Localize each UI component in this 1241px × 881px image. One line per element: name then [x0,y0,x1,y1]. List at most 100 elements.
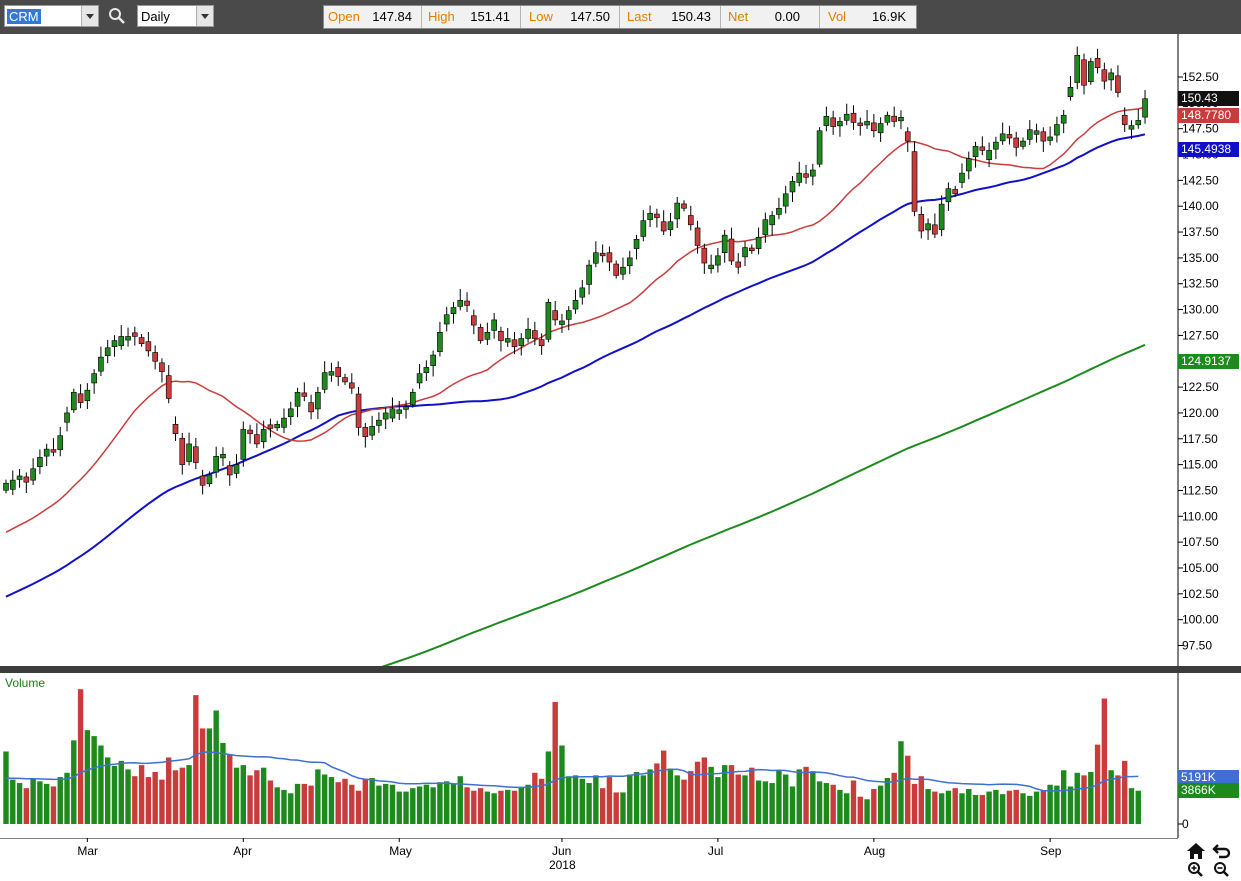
price-tick-label: 117.50 [1182,432,1218,446]
volume-bar [938,793,945,824]
candle-body [803,173,809,178]
candle-body [620,266,626,275]
volume-bar [552,701,558,824]
ma-20-line [5,106,1146,533]
volume-bar [701,757,708,824]
year-label: 2018 [549,858,576,872]
candle-body [925,223,931,231]
price-tick-label: 142.50 [1182,173,1219,187]
volume-bar [532,772,538,824]
volume-bar [579,778,585,824]
volume-bar [71,740,77,824]
candle-body [369,426,375,436]
interval-combo[interactable]: Daily [137,5,214,27]
candle-body [755,236,762,249]
symbol-value[interactable]: CRM [7,9,41,24]
candle-body [830,117,836,127]
candle-body [335,367,342,378]
candle-body [518,338,525,346]
volume-bar [830,784,836,824]
quote-low-value: 147.50 [570,9,610,24]
volume-bar [498,790,504,824]
volume-bar [796,769,802,824]
candle-body [674,202,681,220]
candle-body [993,141,999,150]
interval-value[interactable]: Daily [141,9,170,24]
date-tick-label: May [389,844,412,858]
candle-body [762,219,769,235]
search-icon[interactable] [108,7,126,25]
volume-bar [437,782,443,824]
volume-bar [423,784,430,824]
volume-bar [640,775,647,824]
quote-vol-label: Vol [828,9,847,24]
volume-bar [471,790,477,824]
candle-body [687,215,694,226]
price-tick-label: 97.50 [1182,639,1212,653]
volume-bar [769,783,775,824]
volume-bar [999,794,1006,824]
candle-body [37,457,43,467]
candle-body [857,122,864,126]
volume-bar [654,763,660,824]
quote-net-label: Net [728,9,749,24]
candle-body [572,299,579,310]
ma-fast-tag: 148.7780 [1178,108,1239,123]
volume-bar [1033,791,1040,824]
candle-body [457,299,464,307]
candle-body [816,130,823,165]
volume-bar [755,780,762,824]
zoom-out-icon[interactable] [1212,861,1232,879]
candle-body [104,347,111,357]
volume-ma-line [6,751,1139,792]
volume-bar [450,783,457,824]
candle-body [511,339,518,348]
volume-bar [694,761,701,824]
volume-bar [925,789,931,824]
undo-icon[interactable] [1212,842,1232,860]
panel-splitter[interactable] [0,666,1241,673]
volume-bar [559,745,565,824]
volume-bar [416,786,423,824]
volume-bar [606,777,613,824]
price-tick-label: 107.50 [1182,535,1219,549]
candle-body [1047,136,1053,141]
candle-body [287,408,294,418]
volume-bar [945,790,952,824]
quote-vol-value: 16.9K [872,9,906,24]
price-tick-label: 120.00 [1182,406,1219,420]
volume-chart[interactable]: 010000K15000K [0,673,1241,838]
volume-bar [688,771,694,824]
volume-bar [572,775,579,824]
symbol-dropdown-arrow-icon[interactable] [81,6,98,26]
candle-body [471,315,477,326]
volume-bar [227,754,233,824]
home-icon[interactable] [1186,842,1206,860]
candle-body [864,121,870,126]
volume-bar [776,770,782,824]
candle-body [98,356,104,372]
volume-bar [301,783,308,824]
zoom-in-icon[interactable] [1186,861,1206,879]
volume-bar [884,777,891,824]
price-chart[interactable]: 97.50 100.00 102.50 105.00 107.50 110.00 112.5… [0,34,1241,666]
volume-bar [918,776,924,824]
candle-body [1142,98,1148,118]
quote-open-label: Open [328,9,360,24]
candle-body [613,263,620,276]
interval-dropdown-arrow-icon[interactable] [196,6,213,26]
volume-bar [10,779,16,824]
symbol-combo[interactable]: CRM [4,5,99,27]
volume-bar [111,765,118,824]
volume-bar [247,775,253,824]
volume-bar [1101,698,1108,824]
candle-body [1067,87,1074,97]
candle-body [464,300,470,306]
candle-body [626,257,633,267]
candle-body [721,234,728,254]
volume-bar [728,765,735,824]
volume-bar [376,785,382,824]
volume-bar [213,710,219,824]
candle-body [1101,69,1108,82]
quote-low-label: Low [529,9,553,24]
